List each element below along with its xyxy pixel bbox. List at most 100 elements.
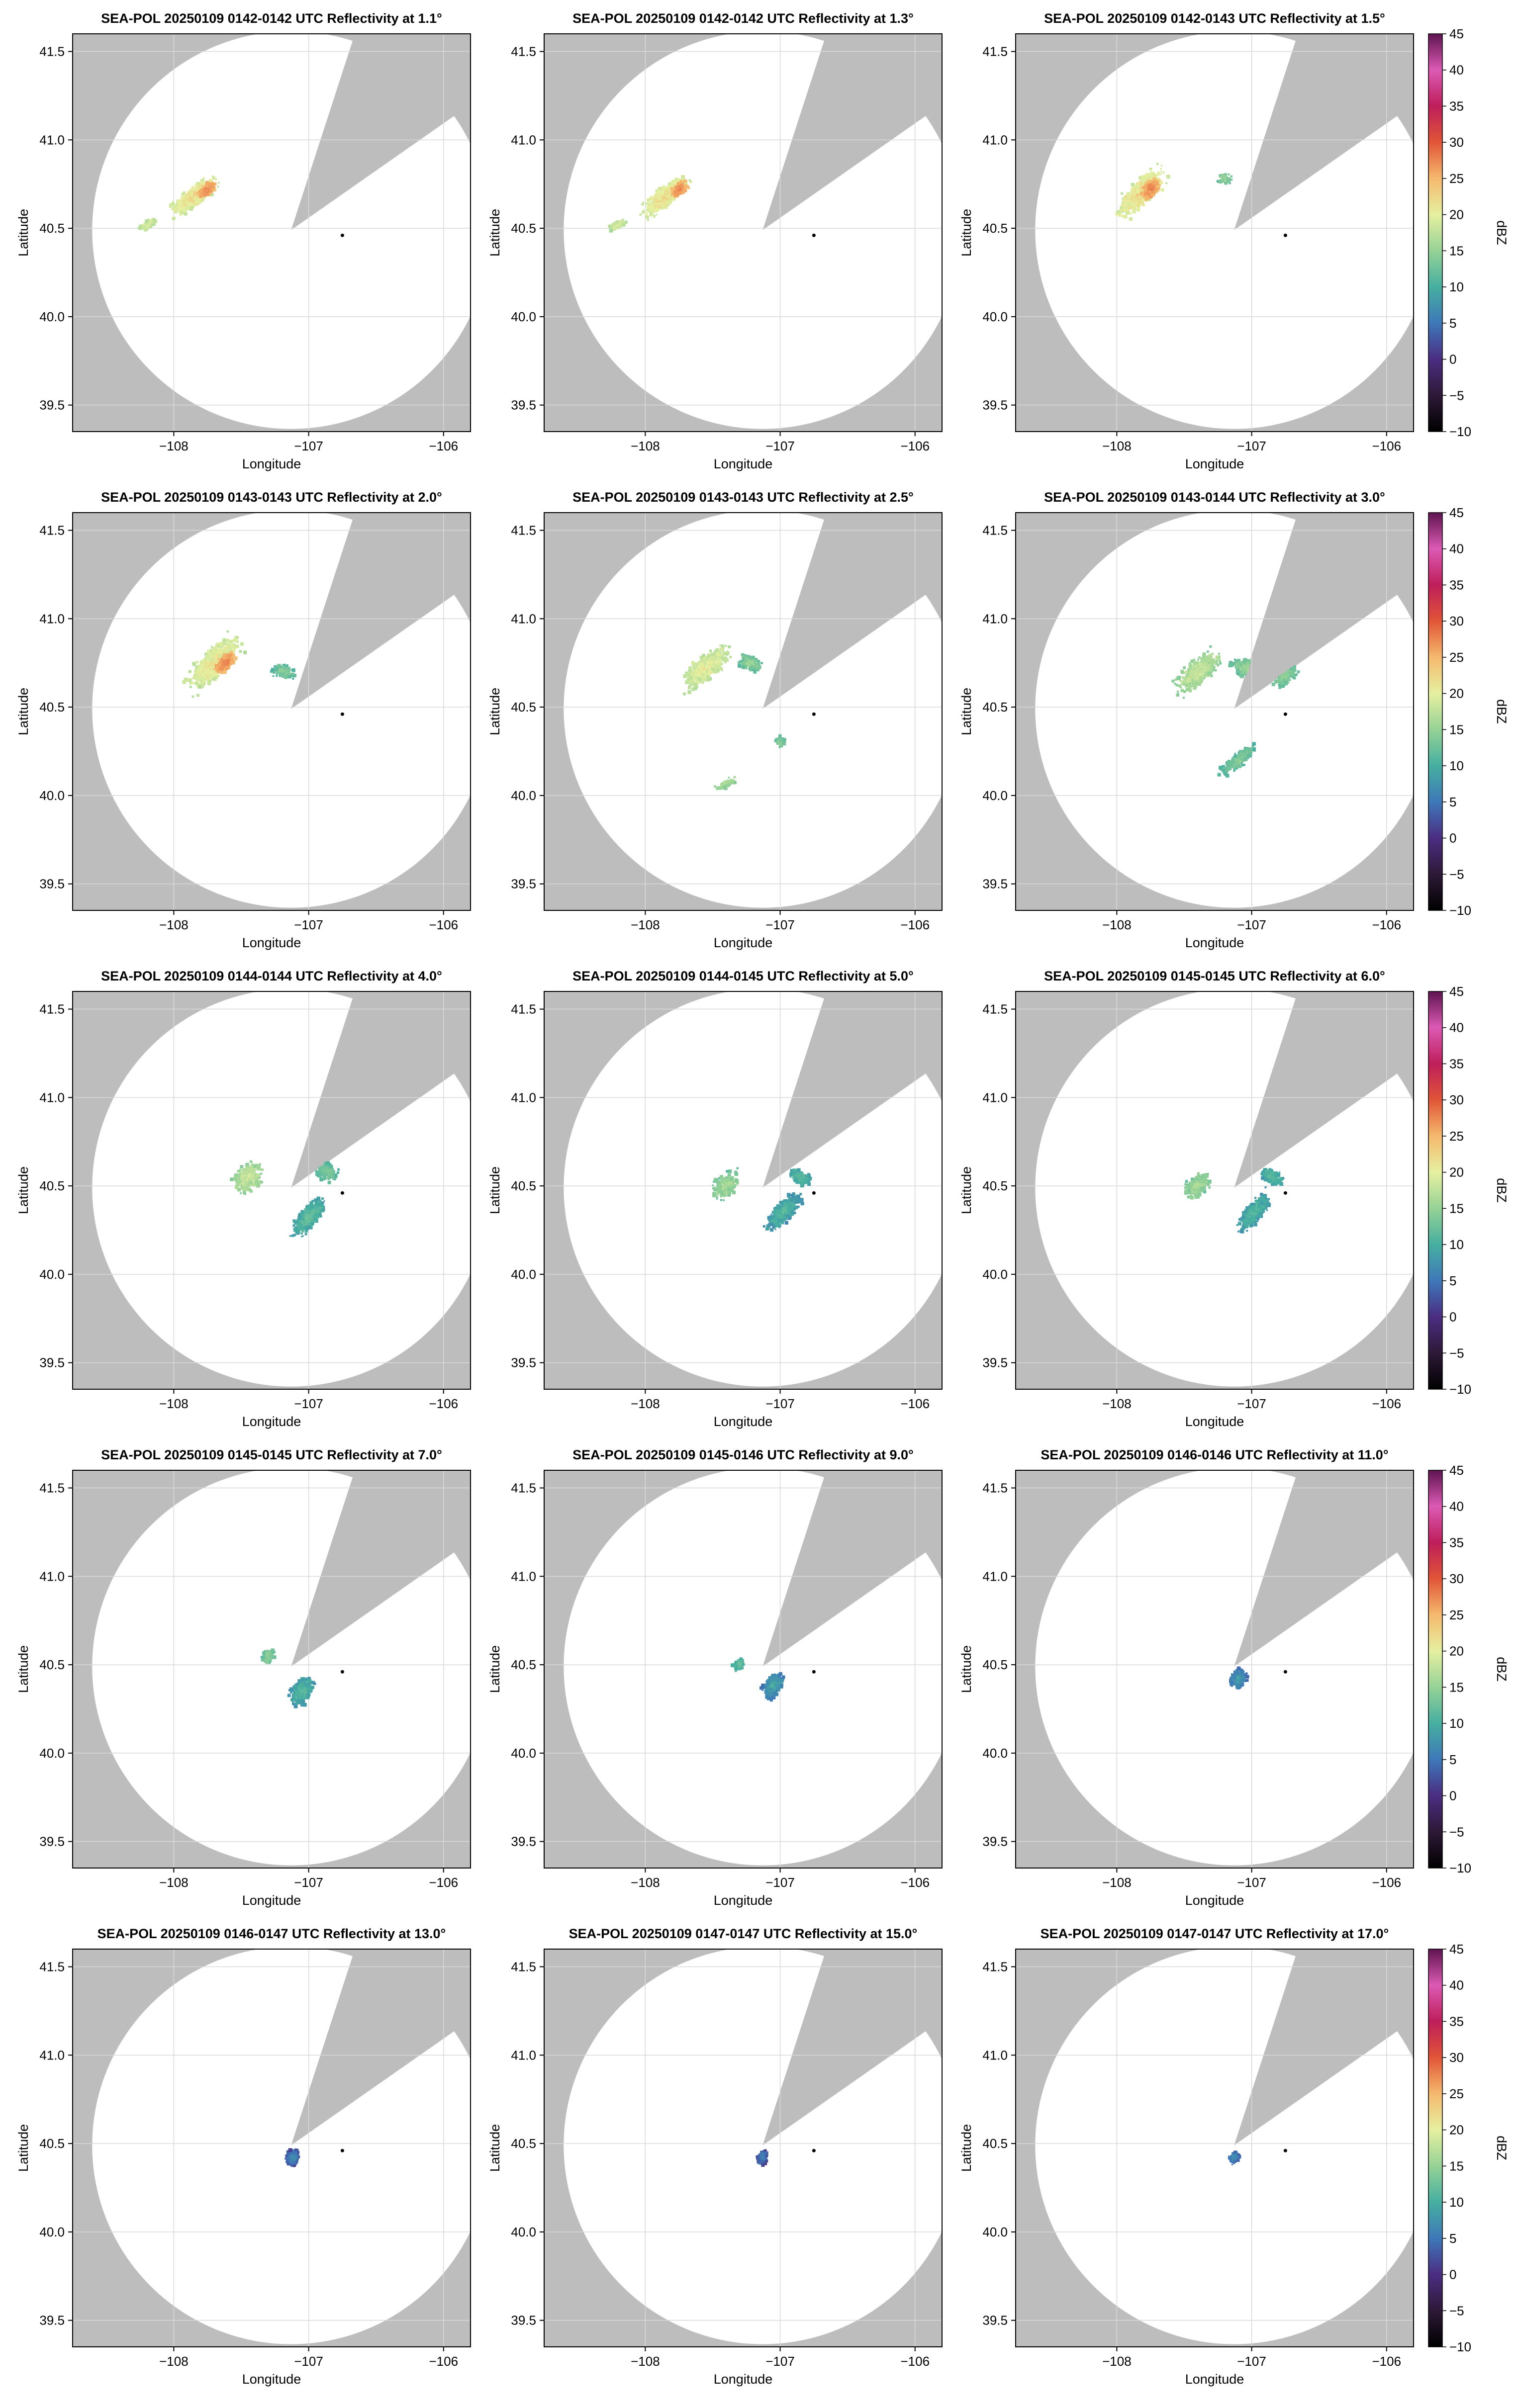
echo-cell <box>1135 205 1137 207</box>
echo-cell <box>224 653 227 656</box>
x-tick-label: −108 <box>631 439 660 453</box>
echo-cell <box>1219 660 1221 662</box>
echo-cell <box>1137 208 1140 212</box>
x-tick-label: −108 <box>1102 439 1132 453</box>
echo-cell <box>1193 687 1195 689</box>
x-tick-label: −107 <box>765 439 795 453</box>
echo-cell <box>1197 682 1201 686</box>
x-tick-label: −108 <box>159 439 189 453</box>
echo-cell <box>721 787 723 789</box>
colorbar-tick-label: 10 <box>1449 279 1464 294</box>
echo-cell <box>1213 666 1215 668</box>
echo-cell <box>1182 676 1183 678</box>
echo-cell <box>695 671 697 673</box>
echo-cell <box>199 679 202 682</box>
echo-cell <box>1247 665 1248 667</box>
echo-cell <box>183 191 185 194</box>
echo-cell <box>1206 657 1210 661</box>
echo-cell <box>207 661 211 665</box>
echo-cell <box>172 201 174 204</box>
echo-cell <box>197 665 200 668</box>
echo-cell <box>697 674 698 676</box>
echo-cell <box>1140 188 1143 191</box>
echo-cell <box>182 680 186 684</box>
y-tick-label: 39.5 <box>39 877 65 892</box>
echo-cell <box>1188 684 1190 686</box>
echo-cell <box>193 189 194 191</box>
echo-cell <box>719 648 723 651</box>
echo-cell <box>691 677 693 679</box>
panel-title: SEA-POL 20250109 0143-0144 UTC Reflectiv… <box>1044 490 1385 505</box>
echo-cell <box>1119 212 1122 215</box>
echo-cell <box>186 201 188 203</box>
echo-cell <box>756 659 758 662</box>
echo-cell <box>217 670 219 673</box>
echo-cell <box>149 219 153 223</box>
echo-cell <box>202 179 204 182</box>
echo-cell <box>688 678 691 681</box>
echo-cell <box>1235 660 1237 662</box>
echo-cell <box>1151 188 1153 190</box>
echo-cell <box>675 191 678 194</box>
echo-cell <box>647 219 649 221</box>
echo-cell <box>223 656 226 660</box>
echo-cell <box>291 673 294 676</box>
echo-cell <box>609 229 613 233</box>
echo-cell <box>239 650 242 653</box>
y-axis-label: Latitude <box>16 688 31 735</box>
x-axis-label: Longitude <box>242 935 301 950</box>
echo-cell <box>1206 668 1209 671</box>
echo-cell <box>646 216 649 219</box>
colorbar-tick-label: 20 <box>1449 207 1464 222</box>
x-tick-label: −106 <box>429 439 458 453</box>
echo-cell <box>225 660 227 662</box>
echo-cell <box>651 203 654 206</box>
radar-panel-5: SEA-POL 20250109 0143-0143 UTC Reflectiv… <box>487 490 961 950</box>
echo-cell <box>218 645 220 647</box>
echo-cell <box>649 209 651 212</box>
echo-cell <box>215 661 218 664</box>
echo-cell <box>193 194 195 197</box>
echo-cell <box>229 655 231 657</box>
echo-cell <box>1231 179 1232 181</box>
y-tick-label: 40.0 <box>39 309 65 324</box>
echo-cell <box>1219 176 1222 178</box>
echo-cell <box>710 660 713 663</box>
echo-cell <box>645 212 648 215</box>
echo-cell <box>672 194 674 196</box>
echo-cell <box>220 659 223 662</box>
echo-cell <box>1200 678 1203 681</box>
echo-cell <box>671 183 673 185</box>
station-marker <box>812 234 816 237</box>
echo-cell <box>760 662 763 664</box>
echo-cell <box>738 661 741 664</box>
echo-cell <box>1126 195 1128 197</box>
echo-cell <box>1155 182 1158 185</box>
echo-cell <box>1177 691 1179 693</box>
echo-cell <box>1136 189 1140 193</box>
echo-cell <box>1152 177 1155 180</box>
echo-cell <box>194 670 197 673</box>
echo-cell <box>196 694 199 697</box>
echo-cell <box>1196 677 1199 680</box>
echo-cell <box>207 653 211 656</box>
echo-cell <box>207 193 209 195</box>
echo-cell <box>725 645 727 647</box>
echo-cell <box>688 691 691 694</box>
echo-cell <box>226 643 228 645</box>
echo-cell <box>1183 697 1185 699</box>
y-tick-label: 41.5 <box>39 523 65 538</box>
echo-cell <box>211 666 213 667</box>
echo-cell <box>1229 182 1231 184</box>
y-axis-label: Latitude <box>959 209 974 257</box>
colorbar-tick-label: 40 <box>1449 63 1464 78</box>
echo-cell <box>665 194 669 198</box>
panel-title: SEA-POL 20250109 0142-0142 UTC Reflectiv… <box>572 11 914 26</box>
echo-cell <box>279 675 281 677</box>
y-tick-label: 40.5 <box>511 700 536 714</box>
echo-cell <box>716 652 720 655</box>
echo-cell <box>701 677 703 679</box>
echo-cell <box>1124 215 1128 219</box>
echo-cell <box>680 180 683 183</box>
x-tick-label: −107 <box>765 917 795 932</box>
